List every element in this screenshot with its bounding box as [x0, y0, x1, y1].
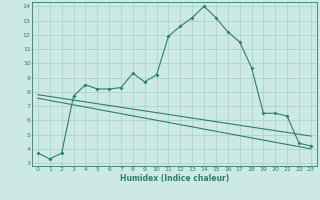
X-axis label: Humidex (Indice chaleur): Humidex (Indice chaleur) — [120, 174, 229, 183]
